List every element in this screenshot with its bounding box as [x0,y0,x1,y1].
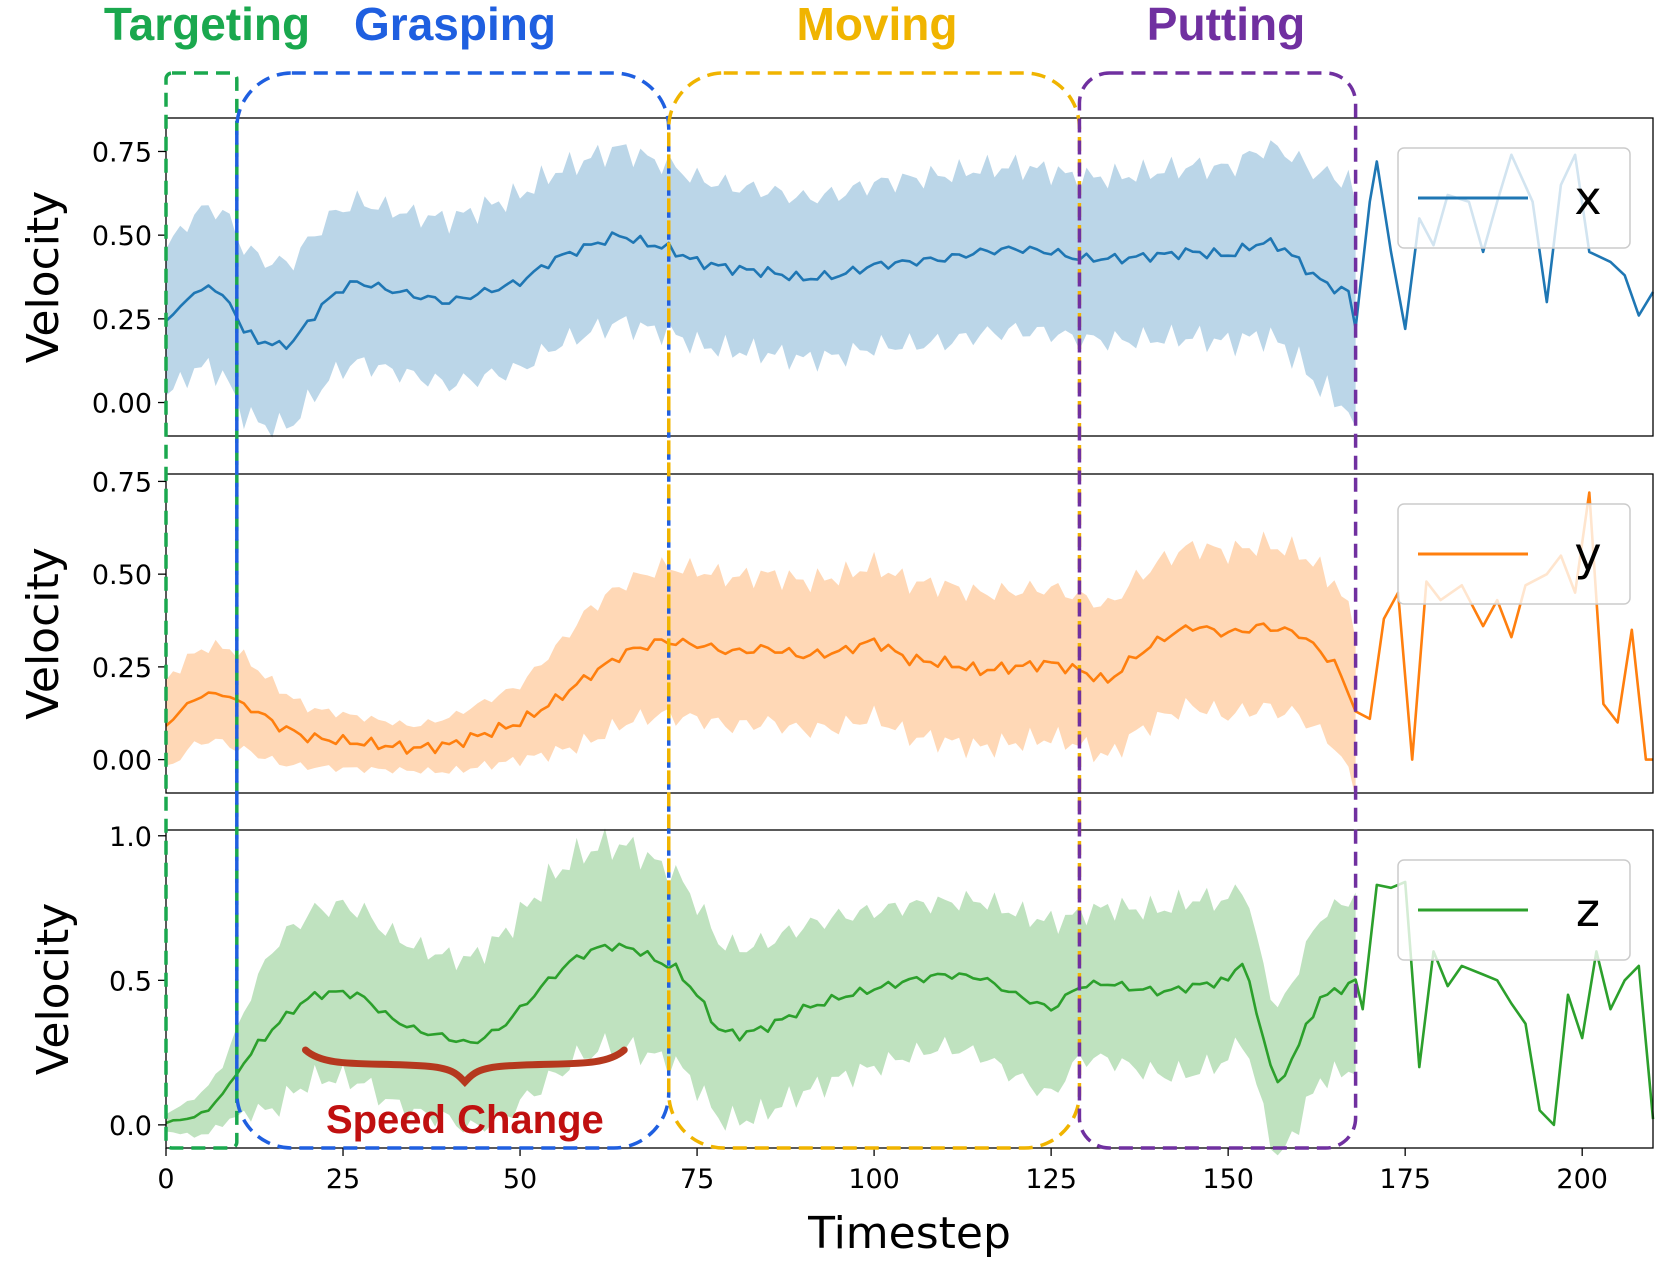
phase-box-targeting [164,71,239,1150]
annotation-label: Speed Change [326,1098,604,1142]
y-tick-label-x: 0.75 [92,137,152,168]
band-x [166,140,1356,438]
phase-label-grasping: Grasping [354,0,556,50]
y-axis-title-y: Velocity [18,547,69,720]
y-tick-label-y: 0.50 [92,560,152,591]
y-tick-label-y: 0.25 [92,653,152,684]
phase-box-grasping [235,71,671,1150]
y-tick-label-z: 0.0 [109,1111,152,1142]
phase-label-putting: Putting [1147,0,1305,50]
x-tick-label: 150 [1202,1164,1254,1195]
line-layer [165,153,1655,1127]
x-tick-label: 75 [680,1164,714,1195]
y-tick-label-z: 0.5 [109,966,152,997]
x-tick-label: 25 [326,1164,360,1195]
band-z [166,828,1356,1156]
legend-label-x: x [1574,171,1601,225]
legend-layer: x y z [1397,147,1631,961]
y-tick-label-x: 0.00 [92,389,152,420]
line-z [165,880,1655,1127]
phase-label-targeting: Targeting [104,0,310,50]
x-tick-label: 125 [1025,1164,1077,1195]
label-layer: 0.000.250.500.75Velocity0.000.250.500.75… [18,0,1608,1259]
y-tick-label-z: 1.0 [109,822,152,853]
x-tick-label: 200 [1556,1164,1608,1195]
y-tick-label-x: 0.25 [92,305,152,336]
x-tick-label: 50 [503,1164,537,1195]
legend-label-z: z [1576,883,1600,937]
x-tick-label: 175 [1379,1164,1431,1195]
line-x [165,153,1655,350]
band-y [166,531,1356,799]
y-axis-title-z: Velocity [28,903,79,1076]
y-axis-title-x: Velocity [18,191,69,364]
line-y [165,491,1653,761]
phase-layer [164,71,1358,1150]
x-tick-label: 0 [157,1164,174,1195]
phase-box-putting [1077,71,1358,1150]
x-axis-title: Timestep [807,1208,1011,1259]
x-tick-label: 100 [848,1164,900,1195]
phase-label-moving: Moving [797,0,958,50]
y-tick-label-y: 0.00 [92,746,152,777]
y-tick-label-x: 0.50 [92,221,152,252]
annotation-brace [301,1046,628,1087]
band-layer [166,140,1356,1156]
legend-label-y: y [1574,527,1601,581]
y-tick-label-y: 0.75 [92,467,152,498]
